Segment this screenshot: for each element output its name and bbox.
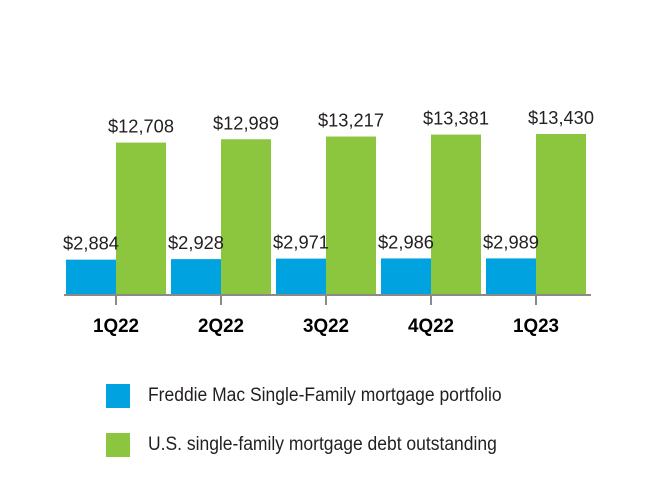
legend-label-portfolio: Freddie Mac Single-Family mortgage portf…: [148, 385, 502, 406]
value-label-debt-outstanding-1q22: $12,708: [108, 117, 174, 137]
value-label-portfolio-2q22: $2,928: [168, 233, 224, 253]
value-label-portfolio-4q22: $2,986: [378, 232, 434, 252]
x-axis-ticks: [115, 295, 537, 305]
bar-portfolio-3q22: [276, 258, 326, 294]
category-label-3q22: 3Q22: [303, 316, 349, 337]
category-label-1q22: 1Q22: [93, 316, 139, 337]
legend-swatch-portfolio: [106, 384, 130, 408]
bar-chart: $2,884 $12,708 $2,928 $12,989 $2,971 $13,217 $…: [63, 108, 594, 337]
bars-group: [66, 134, 586, 294]
category-labels-group: 1Q22 2Q22 3Q22 4Q22 1Q23: [93, 316, 559, 337]
legend-swatch-debt-outstanding: [106, 433, 130, 457]
bar-portfolio-4q22: [381, 258, 431, 294]
value-label-portfolio-3q22: $2,971: [273, 233, 329, 253]
value-label-debt-outstanding-1q23: $13,430: [528, 108, 594, 128]
value-labels-group: $2,884 $12,708 $2,928 $12,989 $2,971 $13,217 $…: [63, 108, 594, 254]
value-label-debt-outstanding-4q22: $13,381: [423, 109, 489, 129]
value-label-debt-outstanding-3q22: $13,217: [318, 111, 384, 131]
bar-debt-outstanding-1q22: [116, 142, 166, 294]
legend-item-portfolio: Freddie Mac Single-Family mortgage portf…: [106, 383, 532, 409]
category-label-4q22: 4Q22: [408, 316, 454, 337]
category-label-1q23: 1Q23: [513, 316, 559, 337]
category-label-2q22: 2Q22: [198, 316, 244, 337]
bar-debt-outstanding-2q22: [221, 139, 271, 294]
legend-item-debt-outstanding: U.S. single-family mortgage debt outstan…: [106, 432, 527, 458]
value-label-debt-outstanding-2q22: $12,989: [213, 113, 279, 133]
bar-portfolio-1q23: [486, 258, 536, 294]
bar-portfolio-1q22: [66, 259, 116, 294]
bar-debt-outstanding-3q22: [326, 136, 376, 294]
bar-debt-outstanding-4q22: [431, 134, 481, 294]
legend-label-debt-outstanding: U.S. single-family mortgage debt outstan…: [148, 434, 497, 455]
value-label-portfolio-1q22: $2,884: [63, 234, 119, 254]
bar-portfolio-2q22: [171, 259, 221, 294]
bar-debt-outstanding-1q23: [536, 134, 586, 294]
value-label-portfolio-1q23: $2,989: [483, 232, 539, 252]
